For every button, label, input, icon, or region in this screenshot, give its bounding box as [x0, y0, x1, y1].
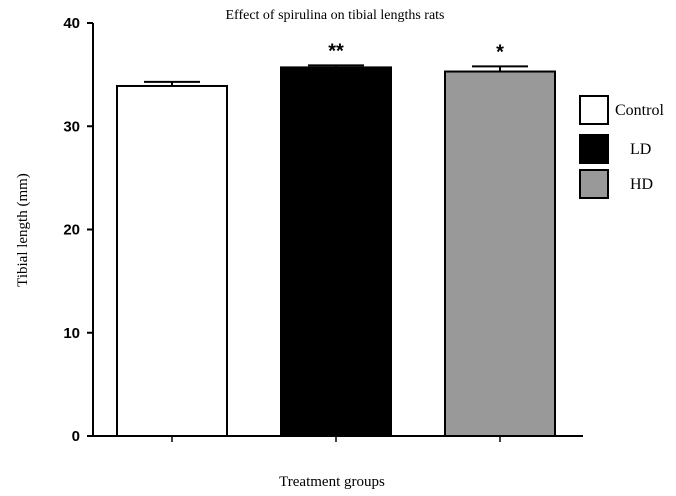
legend-swatch-hd	[579, 169, 609, 199]
chart-title: Effect of spirulina on tibial lengths ra…	[225, 8, 444, 23]
legend-label-control: Control	[615, 102, 664, 119]
y-tick-label: 10	[63, 325, 80, 342]
x-axis-label: Treatment groups	[279, 474, 385, 490]
bar-ld	[280, 66, 392, 438]
legend-swatch-ld	[579, 134, 609, 164]
y-tick-label: 20	[63, 222, 80, 239]
legend: Control LD HD	[579, 95, 664, 199]
significance-label: **	[328, 40, 344, 62]
legend-swatch-control	[579, 95, 609, 125]
y-tick-label: 30	[63, 118, 80, 135]
legend-label-ld: LD	[630, 141, 651, 158]
y-tick-label: 0	[72, 428, 80, 445]
y-axis-label: Tibial length (mm)	[15, 173, 31, 287]
bar-hd	[444, 70, 556, 437]
significance-label: *	[496, 41, 504, 63]
bars-group: ** *	[116, 40, 556, 442]
y-tick-label: 40	[63, 15, 80, 32]
legend-label-hd: HD	[630, 176, 653, 193]
y-axis-ticks: 0 10 20 30 40	[63, 15, 93, 445]
bar-control	[116, 84, 228, 437]
